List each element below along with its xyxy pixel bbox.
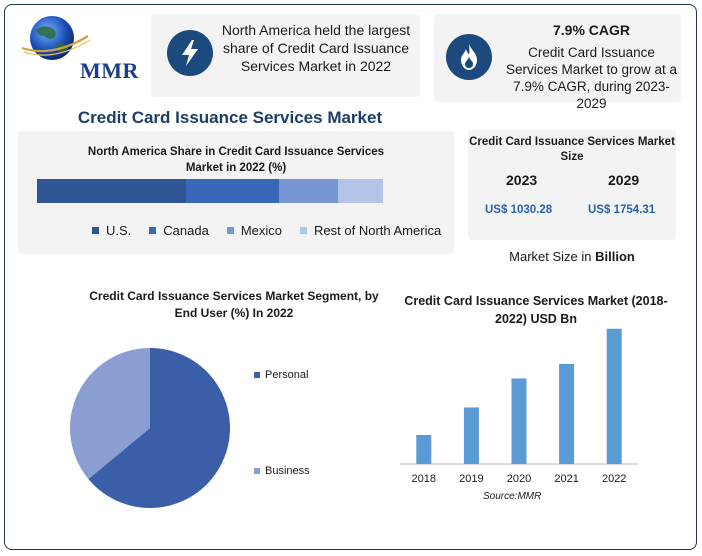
stack-segment-canada — [185, 179, 280, 203]
legend-label: U.S. — [106, 223, 132, 238]
region-highlight-card: North America held the largest share of … — [151, 14, 420, 97]
bar-2021 — [559, 363, 575, 464]
legend-label: Rest of North America — [314, 223, 442, 238]
bar-2020 — [511, 378, 527, 464]
legend-label: Canada — [163, 223, 209, 238]
x-tick-label-2018: 2018 — [412, 473, 436, 485]
stack-segment-u-s — [37, 179, 186, 203]
share-chart-title: North America Share in Credit Card Issua… — [87, 146, 385, 174]
pie-legend-business: Business — [254, 465, 310, 477]
pie-chart-title: Credit Card Issuance Services Market Seg… — [89, 289, 379, 320]
legend-swatch — [300, 227, 308, 234]
legend-item-rest-of-north-america: Rest of North America — [300, 223, 441, 238]
flame-icon — [446, 34, 492, 80]
region-highlight-text: North America held the largest share of … — [221, 22, 411, 74]
globe-icon — [21, 16, 91, 60]
x-tick-label-2019: 2019 — [459, 473, 483, 485]
legend-label: Business — [265, 465, 310, 477]
value-2029: US$ 1754.31 — [588, 204, 656, 216]
share-panel: North America Share in Credit Card Issua… — [18, 131, 454, 254]
page-title: Credit Card Issuance Services Market — [77, 108, 383, 127]
legend-item-u-s: U.S. — [92, 223, 131, 238]
stack-segment-mexico — [279, 179, 338, 203]
value-2023: US$ 1030.28 — [485, 204, 553, 216]
legend-item-mexico: Mexico — [226, 223, 283, 238]
infographic-frame — [4, 4, 697, 550]
market-size-unit-note: Market Size in Billion — [468, 249, 676, 264]
legend-item-canada: Canada — [149, 223, 209, 238]
cagr-title: 7.9% CAGR — [552, 22, 631, 38]
source-note: Source:MMR — [483, 491, 542, 502]
bar-2019 — [463, 407, 479, 464]
x-tick-label-2020: 2020 — [507, 473, 531, 485]
pie-legend-personal: Personal — [254, 369, 308, 381]
cagr-highlight-card: 7.9% CAGR Credit Card Issuance Services … — [434, 14, 681, 111]
legend-swatch — [92, 227, 99, 234]
bar-2022 — [606, 328, 622, 464]
legend-label: Personal — [265, 369, 309, 381]
cagr-text: Credit Card Issuance Services Market to … — [505, 45, 678, 111]
stacked-bar — [37, 179, 383, 203]
market-size-panel: Credit Card Issuance Services Market Siz… — [468, 130, 676, 240]
bar-2018 — [416, 435, 432, 464]
x-tick-label-2022: 2022 — [602, 473, 626, 485]
legend-swatch — [254, 468, 260, 474]
year-2029-label: 2029 — [608, 172, 640, 188]
legend-label: Mexico — [240, 223, 283, 238]
pie-slice-personal — [88, 348, 231, 508]
logo-text: MMR — [80, 58, 139, 83]
share-legend: U.S. Canada Mexico Rest of North America — [92, 223, 459, 238]
year-2023-label: 2023 — [506, 172, 538, 188]
legend-swatch — [254, 372, 260, 378]
legend-swatch — [226, 227, 234, 234]
stack-segment-rest-of-north-america — [337, 179, 383, 203]
x-tick-label-2021: 2021 — [554, 473, 578, 485]
market-size-title: Credit Card Issuance Services Market Siz… — [469, 136, 675, 163]
unit-note-prefix: Market Size in — [509, 249, 596, 264]
legend-swatch — [149, 227, 157, 234]
bar-chart-title: Credit Card Issuance Services Market (20… — [404, 294, 668, 326]
mmr-logo: MMR — [14, 14, 144, 83]
lightning-bolt-icon — [167, 30, 213, 76]
end-user-pie-chart — [70, 348, 231, 508]
pie-slice-business — [70, 348, 150, 479]
market-bar-chart: 2018 2019 2020 2021 2022 — [400, 328, 638, 485]
unit-note-unit: Billion — [595, 249, 635, 264]
